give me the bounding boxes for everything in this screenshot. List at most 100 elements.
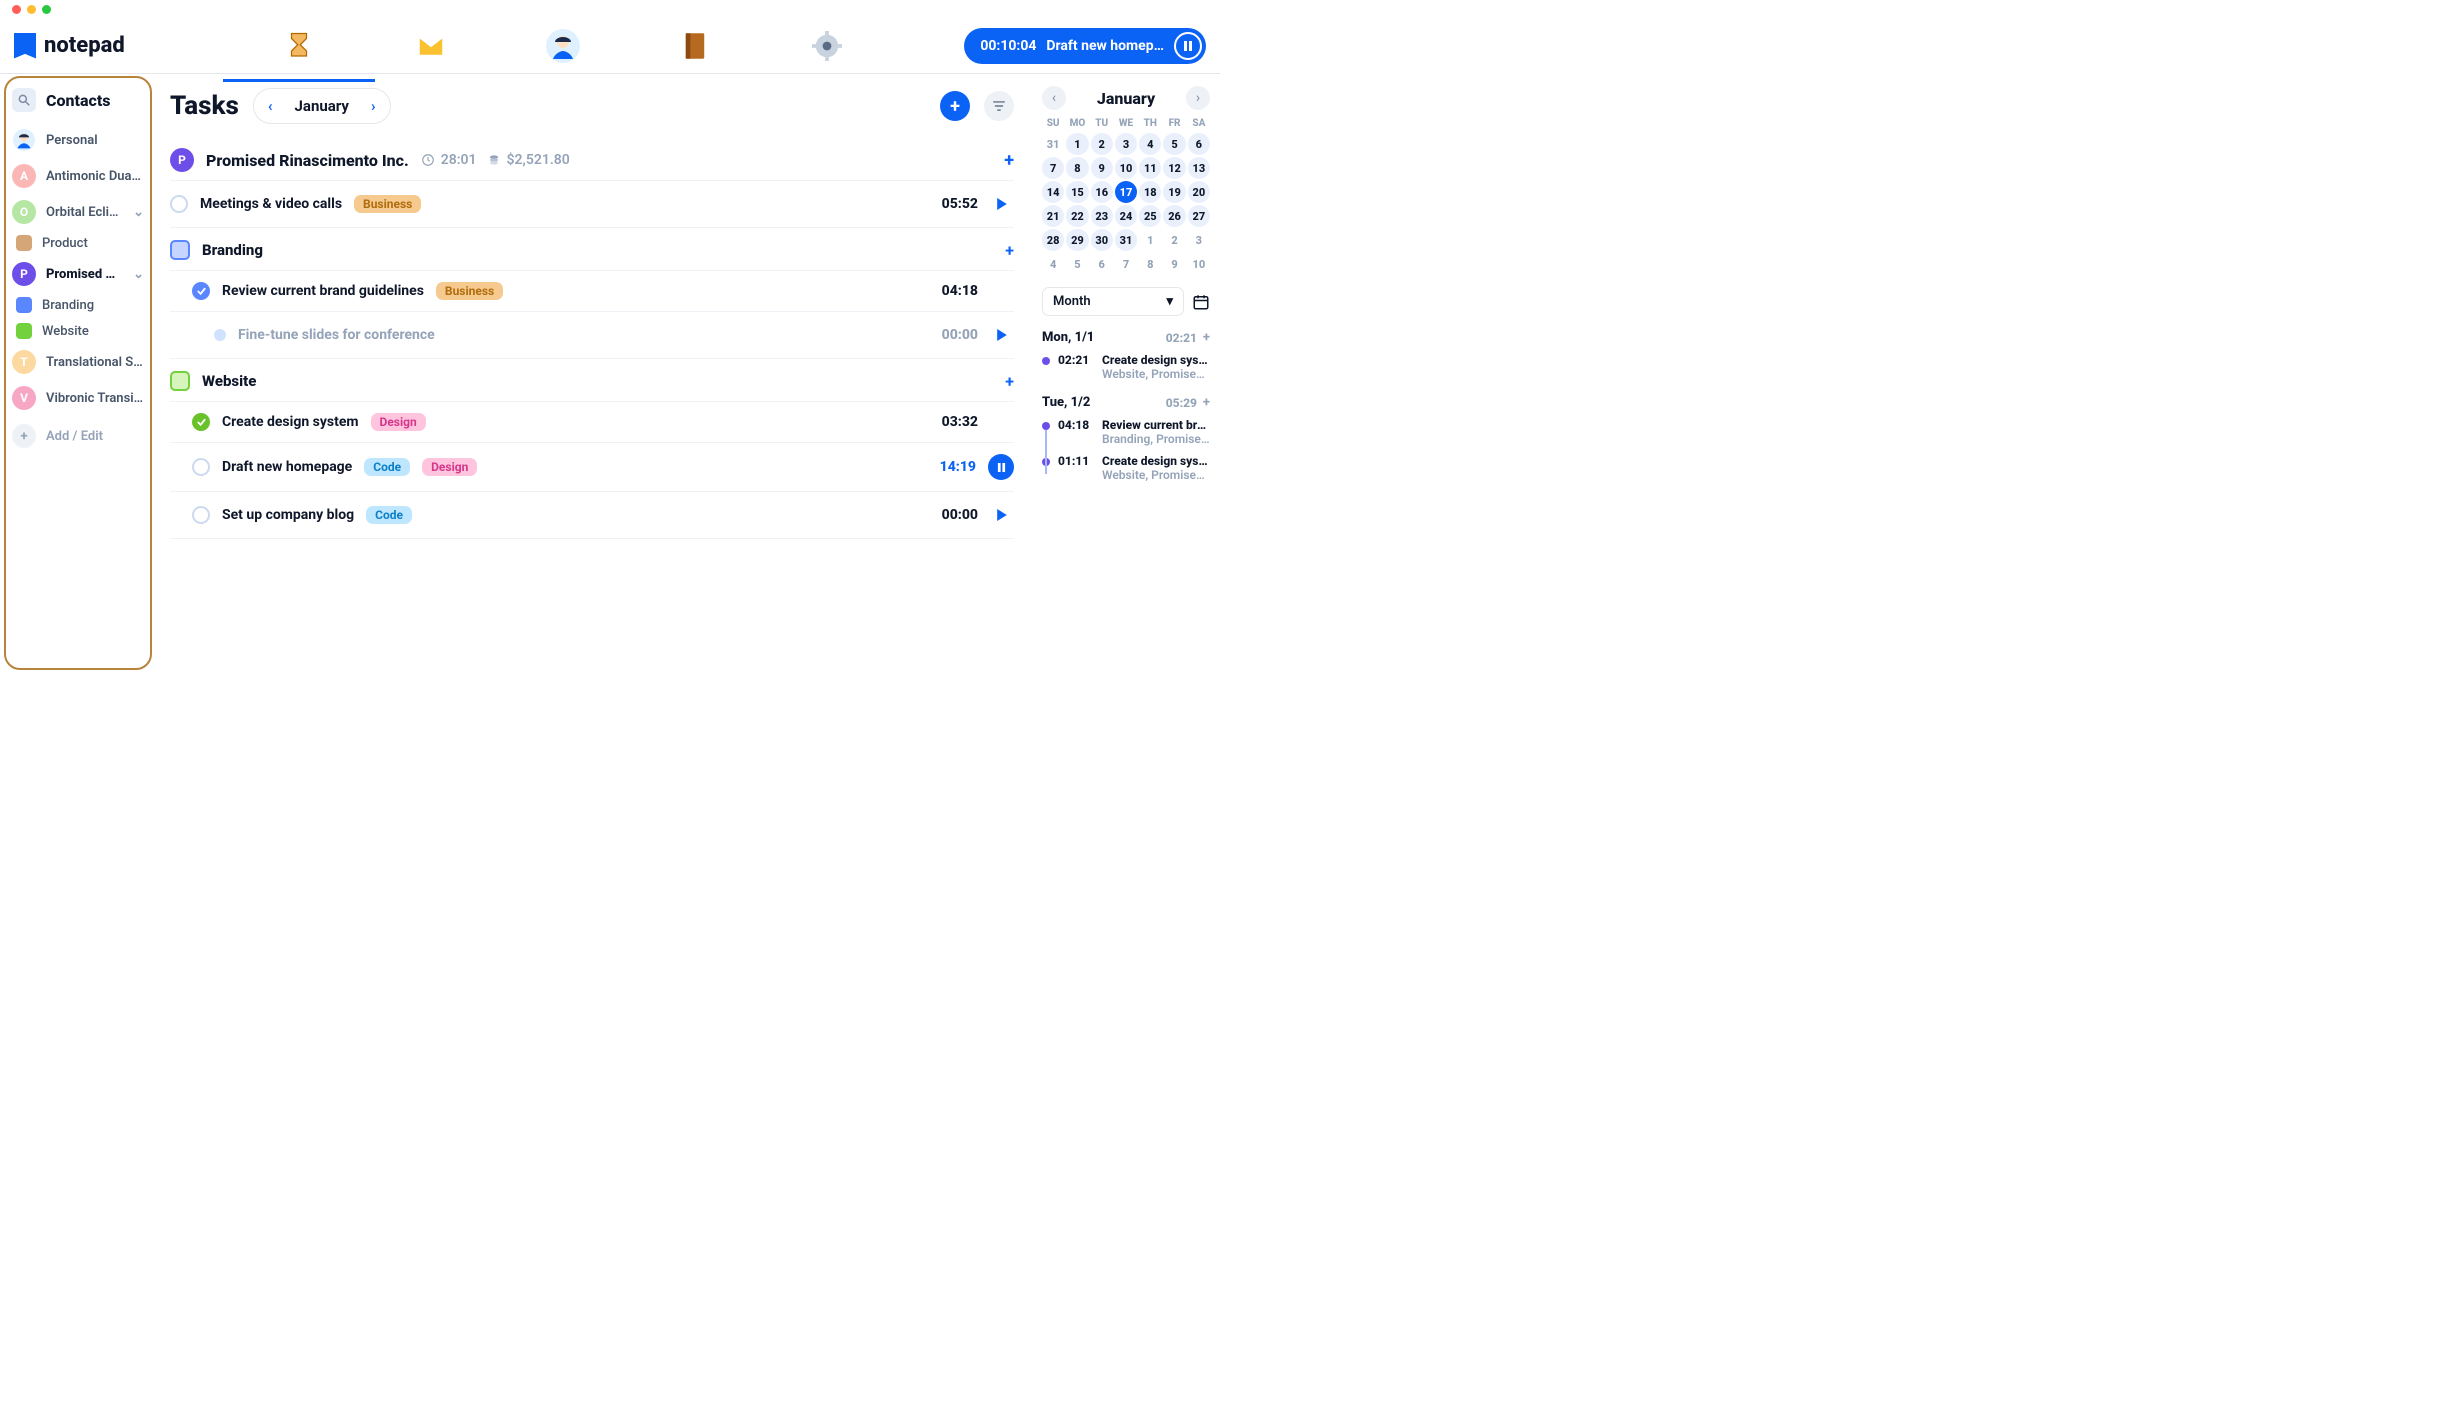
calendar-day[interactable]: 28: [1042, 229, 1064, 251]
sidebar-item[interactable]: OOrbital Eclipse LLC⌄: [6, 194, 150, 230]
nav-tab-mail[interactable]: [410, 25, 452, 67]
calendar-day[interactable]: 16: [1091, 181, 1113, 203]
section-add-button[interactable]: +: [1005, 372, 1014, 391]
view-dropdown[interactable]: Month ▾: [1042, 287, 1184, 316]
task-tag[interactable]: Business: [436, 282, 503, 300]
task-tag[interactable]: Business: [354, 195, 421, 213]
nav-tab-avatar[interactable]: [542, 25, 584, 67]
task-tag[interactable]: Design: [371, 413, 426, 431]
task-row[interactable]: Meetings & video callsBusiness05:52: [170, 181, 1014, 228]
sidebar-subitem[interactable]: Branding: [6, 292, 150, 318]
calendar-day[interactable]: 29: [1066, 229, 1088, 251]
calendar-day[interactable]: 13: [1188, 157, 1210, 179]
sidebar-item[interactable]: Personal: [6, 122, 150, 158]
calendar-day[interactable]: 12: [1163, 157, 1185, 179]
window-min-dot[interactable]: [27, 5, 36, 14]
calendar-day[interactable]: 10: [1115, 157, 1137, 179]
chevron-right-icon[interactable]: ›: [371, 97, 376, 115]
calendar-icon[interactable]: [1192, 293, 1210, 311]
calendar-day[interactable]: 1: [1066, 133, 1088, 155]
month-picker[interactable]: ‹ January ›: [253, 88, 391, 124]
calendar-next[interactable]: ›: [1186, 86, 1210, 110]
calendar-day[interactable]: 9: [1163, 253, 1185, 275]
nav-tab-time[interactable]: [278, 25, 320, 67]
task-checkbox[interactable]: [192, 458, 210, 476]
window-close-dot[interactable]: [12, 5, 21, 14]
task-checkbox[interactable]: [192, 506, 210, 524]
window-max-dot[interactable]: [42, 5, 51, 14]
calendar-day[interactable]: 5: [1066, 253, 1088, 275]
task-tag[interactable]: Code: [366, 506, 412, 524]
filter-button[interactable]: [984, 91, 1014, 121]
agenda-add-button[interactable]: +: [1203, 330, 1210, 345]
task-row[interactable]: Review current brand guidelinesBusiness0…: [170, 271, 1014, 312]
calendar-day[interactable]: 3: [1115, 133, 1137, 155]
calendar-day[interactable]: 8: [1066, 157, 1088, 179]
task-tag[interactable]: Design: [422, 458, 477, 476]
calendar-day[interactable]: 11: [1139, 157, 1161, 179]
agenda-event[interactable]: 04:18Review current brand…Branding, Prom…: [1042, 418, 1210, 446]
task-play-button[interactable]: [990, 503, 1014, 527]
calendar-day[interactable]: 1: [1139, 229, 1161, 251]
timer-pill[interactable]: 00:10:04 Draft new homep…: [964, 28, 1206, 64]
task-checkbox[interactable]: [192, 282, 210, 300]
calendar-prev[interactable]: ‹: [1042, 86, 1066, 110]
sidebar-item[interactable]: VVibronic Transition G…: [6, 380, 150, 416]
group-add-button[interactable]: +: [1004, 150, 1014, 171]
calendar-day[interactable]: 8: [1139, 253, 1161, 275]
sidebar-add-edit[interactable]: + Add / Edit: [6, 416, 150, 456]
calendar-day[interactable]: 7: [1115, 253, 1137, 275]
calendar-day[interactable]: 6: [1188, 133, 1210, 155]
task-row[interactable]: Create design systemDesign03:32: [170, 402, 1014, 443]
sidebar-item[interactable]: TTranslational Symmet…: [6, 344, 150, 380]
task-row[interactable]: Fine-tune slides for conference00:00: [170, 312, 1014, 359]
calendar-day[interactable]: 27: [1188, 205, 1210, 227]
calendar-day[interactable]: 17: [1115, 181, 1137, 203]
calendar-day[interactable]: 10: [1188, 253, 1210, 275]
calendar-day[interactable]: 22: [1066, 205, 1088, 227]
pause-icon[interactable]: [1174, 32, 1202, 60]
calendar-day[interactable]: 3: [1188, 229, 1210, 251]
calendar-day[interactable]: 18: [1139, 181, 1161, 203]
nav-tab-settings[interactable]: [806, 25, 848, 67]
calendar-day[interactable]: 21: [1042, 205, 1064, 227]
sidebar-subitem[interactable]: Product: [6, 230, 150, 256]
calendar-day[interactable]: 14: [1042, 181, 1064, 203]
calendar-day[interactable]: 5: [1163, 133, 1185, 155]
section-add-button[interactable]: +: [1005, 241, 1014, 260]
calendar-day[interactable]: 30: [1091, 229, 1113, 251]
add-task-button[interactable]: +: [940, 91, 970, 121]
agenda-event[interactable]: 02:21Create design systemWebsite, Promis…: [1042, 353, 1210, 381]
task-play-button[interactable]: [990, 323, 1014, 347]
calendar-day[interactable]: 24: [1115, 205, 1137, 227]
calendar-day[interactable]: 23: [1091, 205, 1113, 227]
calendar-day[interactable]: 19: [1163, 181, 1185, 203]
sidebar-subitem[interactable]: Website: [6, 318, 150, 344]
task-pause-button[interactable]: [988, 454, 1014, 480]
chevron-left-icon[interactable]: ‹: [268, 97, 273, 115]
calendar-day[interactable]: 7: [1042, 157, 1064, 179]
task-row[interactable]: Draft new homepageCodeDesign14:19: [170, 443, 1014, 492]
calendar-day[interactable]: 2: [1163, 229, 1185, 251]
calendar-day[interactable]: 15: [1066, 181, 1088, 203]
calendar-day[interactable]: 31: [1115, 229, 1137, 251]
calendar-day[interactable]: 4: [1139, 133, 1161, 155]
search-button[interactable]: [12, 88, 36, 112]
task-checkbox[interactable]: [192, 413, 210, 431]
agenda-event[interactable]: 01:11Create design systemWebsite, Promis…: [1042, 454, 1210, 482]
calendar-day[interactable]: 2: [1091, 133, 1113, 155]
nav-tab-notebook[interactable]: [674, 25, 716, 67]
task-checkbox[interactable]: [170, 195, 188, 213]
calendar-day[interactable]: 31: [1042, 133, 1064, 155]
task-row[interactable]: Set up company blogCode00:00: [170, 492, 1014, 539]
calendar-day[interactable]: 9: [1091, 157, 1113, 179]
task-play-button[interactable]: [990, 192, 1014, 216]
sidebar-item[interactable]: PPromised Rinascimen…⌄: [6, 256, 150, 292]
app-logo[interactable]: notepad: [14, 33, 162, 59]
calendar-day[interactable]: 25: [1139, 205, 1161, 227]
calendar-day[interactable]: 20: [1188, 181, 1210, 203]
calendar-day[interactable]: 4: [1042, 253, 1064, 275]
calendar-day[interactable]: 6: [1091, 253, 1113, 275]
calendar-day[interactable]: 26: [1163, 205, 1185, 227]
sidebar-item[interactable]: AAntimonic Dual AG: [6, 158, 150, 194]
